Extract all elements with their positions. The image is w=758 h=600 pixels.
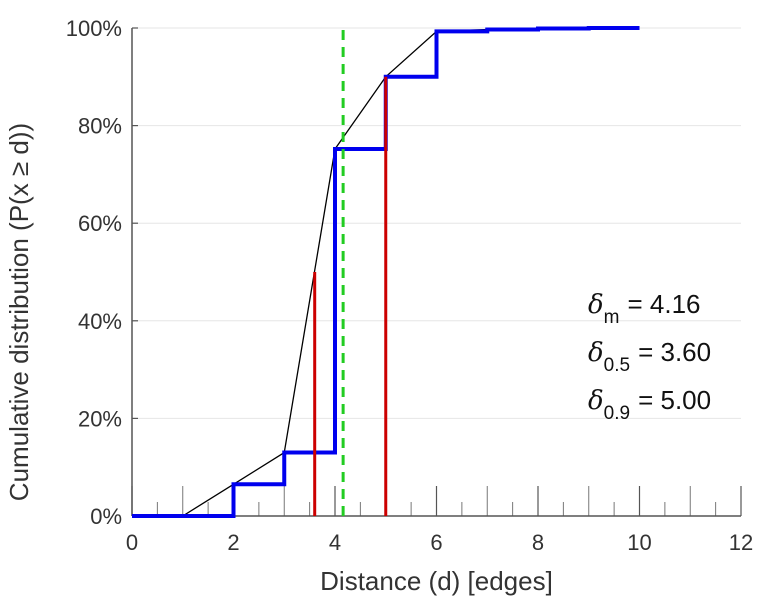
grid-lines <box>132 27 741 419</box>
marker-lines <box>313 28 388 516</box>
y-tick-label-2: 40% <box>78 309 122 334</box>
annotation-symbol: δ <box>588 386 604 416</box>
x-tick-label-2: 4 <box>329 530 341 555</box>
annotation-value: = 4.16 <box>627 289 700 319</box>
x-tick-label-3: 6 <box>430 530 442 555</box>
annotation-value: = 3.60 <box>638 337 711 367</box>
x-tick-label-1: 2 <box>227 530 239 555</box>
y-tick-label-0: 0% <box>90 504 122 529</box>
x-tick-labels: 0 2 4 6 8 10 12 <box>126 486 753 555</box>
y-tick-labels: 0% 20% 40% 60% 80% 100% <box>66 16 138 529</box>
annotation-subscript: 0.5 <box>604 355 630 376</box>
annotation-symbol: δ <box>588 338 604 368</box>
x-tick-label-0: 0 <box>126 530 138 555</box>
annotation-2: δ0.9 = 5.00 <box>588 385 711 424</box>
x-axis-title: Distance (d) [edges] <box>320 566 553 596</box>
y-tick-label-1: 20% <box>78 406 122 431</box>
annotation-subscript: 0.9 <box>604 403 630 424</box>
y-tick-label-3: 60% <box>78 211 122 236</box>
annotation-symbol: δ <box>588 290 604 320</box>
x-tick-label-4: 8 <box>532 530 544 555</box>
y-tick-label-4: 80% <box>78 114 122 139</box>
x-tick-label-6: 12 <box>729 530 753 555</box>
annotation-0: δm = 4.16 <box>588 289 701 328</box>
y-axis-title: Cumulative distribution (P(x ≥ d)) <box>4 123 34 501</box>
y-tick-label-5: 100% <box>66 16 122 41</box>
annotation-subscript: m <box>604 307 620 328</box>
x-tick-label-5: 10 <box>627 530 651 555</box>
annotation-value: = 5.00 <box>638 385 711 415</box>
annotation-1: δ0.5 = 3.60 <box>588 337 711 376</box>
